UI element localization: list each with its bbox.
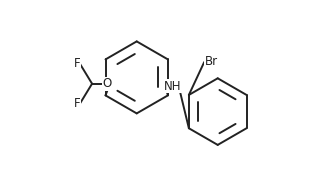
- Text: Br: Br: [205, 55, 218, 68]
- Text: F: F: [73, 57, 80, 70]
- Text: O: O: [102, 77, 112, 90]
- Text: F: F: [73, 97, 80, 110]
- Text: NH: NH: [164, 80, 181, 93]
